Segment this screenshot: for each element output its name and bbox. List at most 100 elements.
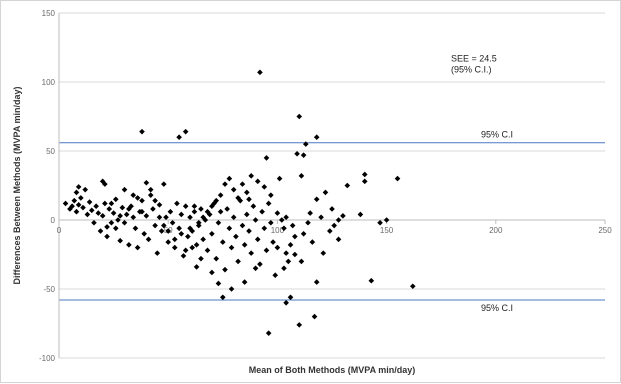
data-point bbox=[298, 173, 305, 179]
data-point bbox=[156, 202, 163, 208]
data-point bbox=[134, 195, 141, 201]
data-point bbox=[174, 200, 180, 207]
data-point bbox=[141, 231, 147, 237]
data-point bbox=[91, 219, 97, 226]
data-point bbox=[143, 179, 150, 186]
data-point bbox=[335, 236, 342, 243]
data-point bbox=[176, 225, 182, 232]
data-point bbox=[272, 272, 279, 278]
data-point bbox=[309, 239, 316, 245]
data-point bbox=[171, 236, 178, 243]
data-point bbox=[235, 195, 241, 201]
data-point bbox=[104, 224, 110, 230]
data-point bbox=[261, 184, 268, 190]
data-point bbox=[62, 200, 69, 207]
data-point bbox=[80, 204, 86, 211]
data-point bbox=[244, 211, 250, 218]
data-point bbox=[182, 203, 189, 209]
data-point bbox=[195, 219, 202, 226]
data-point bbox=[213, 197, 220, 204]
data-point bbox=[139, 208, 145, 215]
data-point bbox=[134, 244, 141, 251]
data-point bbox=[95, 210, 102, 216]
data-point bbox=[305, 219, 311, 226]
data-point bbox=[300, 152, 307, 158]
data-point bbox=[88, 207, 95, 214]
data-point bbox=[329, 206, 335, 212]
data-point bbox=[191, 208, 198, 215]
data-point bbox=[278, 217, 285, 223]
data-point bbox=[248, 173, 254, 179]
data-point bbox=[394, 175, 401, 182]
data-point bbox=[298, 258, 305, 265]
data-point bbox=[239, 222, 246, 229]
data-point bbox=[281, 265, 287, 272]
data-point bbox=[108, 200, 115, 207]
data-point bbox=[368, 277, 375, 284]
data-point bbox=[147, 192, 154, 198]
data-point bbox=[78, 195, 84, 201]
data-point bbox=[143, 213, 150, 219]
data-point bbox=[128, 203, 134, 209]
y-axis-title: Differences Between Methods (MVPA min/da… bbox=[12, 86, 22, 284]
data-point bbox=[217, 208, 224, 215]
data-point bbox=[104, 233, 110, 240]
data-point bbox=[110, 210, 117, 216]
data-point bbox=[123, 211, 130, 218]
data-point bbox=[215, 280, 222, 287]
data-point bbox=[292, 233, 298, 240]
data-point bbox=[320, 250, 327, 256]
data-point bbox=[165, 239, 171, 245]
data-point bbox=[200, 214, 206, 221]
ci-label: 95% C.I bbox=[481, 130, 513, 140]
annotations: SEE = 24.5(95% C.I.) bbox=[451, 53, 497, 74]
data-point bbox=[261, 225, 268, 232]
data-point bbox=[206, 211, 213, 218]
data-point bbox=[241, 279, 248, 285]
data-point bbox=[132, 225, 139, 232]
data-point bbox=[126, 242, 132, 248]
data-point bbox=[241, 242, 248, 248]
data-point bbox=[239, 181, 246, 187]
data-point bbox=[230, 186, 237, 193]
data-point bbox=[108, 219, 115, 226]
data-point bbox=[178, 211, 185, 218]
data-point bbox=[307, 210, 313, 216]
x-tick-label: 100 bbox=[271, 226, 285, 235]
data-point bbox=[69, 203, 75, 209]
ci-label: 95% C.I bbox=[481, 303, 513, 313]
data-point bbox=[268, 219, 274, 226]
data-point bbox=[302, 141, 309, 147]
gridlines bbox=[59, 12, 605, 359]
data-point bbox=[233, 233, 239, 240]
data-point bbox=[283, 300, 289, 306]
data-point bbox=[344, 182, 351, 189]
data-point bbox=[285, 258, 292, 265]
data-point bbox=[204, 247, 211, 254]
data-point bbox=[193, 242, 200, 248]
data-point bbox=[117, 213, 123, 219]
reference-lines: 95% C.I 95% C.I bbox=[59, 130, 605, 313]
x-axis-title: Mean of Both Methods (MVPA min/day) bbox=[249, 365, 416, 375]
data-point bbox=[112, 196, 119, 203]
data-point bbox=[254, 236, 261, 243]
data-point bbox=[276, 175, 283, 182]
data-point bbox=[106, 206, 113, 212]
data-point bbox=[357, 211, 364, 218]
data-point bbox=[198, 255, 204, 262]
data-point bbox=[265, 330, 272, 336]
data-point bbox=[189, 244, 196, 251]
data-point bbox=[161, 181, 167, 187]
data-point bbox=[294, 150, 300, 157]
data-point bbox=[226, 225, 233, 232]
data-point bbox=[180, 253, 187, 259]
data-point bbox=[220, 294, 226, 301]
data-point bbox=[86, 199, 93, 205]
data-point bbox=[145, 236, 152, 243]
data-point bbox=[121, 219, 128, 226]
data-point bbox=[283, 214, 289, 221]
data-point bbox=[75, 184, 82, 190]
